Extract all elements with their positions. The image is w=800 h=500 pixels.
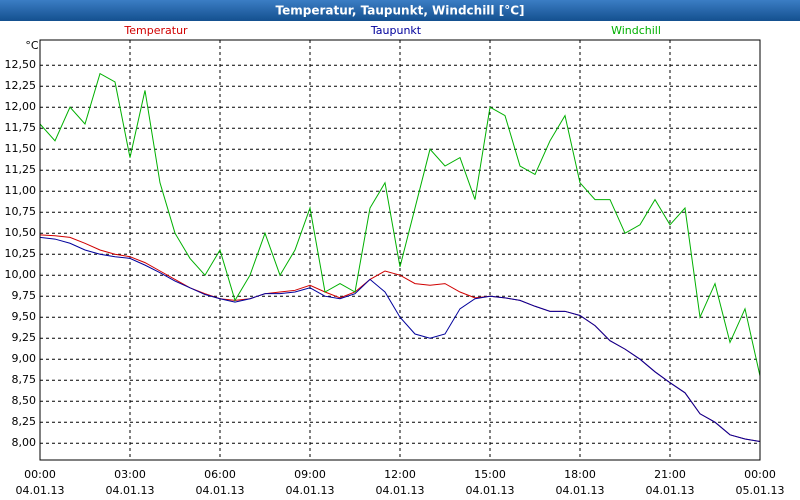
series-line [39,236,761,443]
x-tick-label: 00:00 [24,468,56,481]
legend-entry: Windchill [611,24,661,37]
y-tick-label: 12,50 [5,58,37,71]
legend-entry: Taupunkt [370,24,422,37]
y-tick-label: 9,00 [12,352,37,365]
y-tick-label: 11,25 [5,163,37,176]
series-line [39,72,761,377]
x-tick-date: 05.01.13 [736,484,785,497]
x-tick-label: 00:00 [744,468,776,481]
x-tick-label: 12:00 [384,468,416,481]
plot-border [39,39,761,461]
x-tick-label: 06:00 [204,468,236,481]
x-tick-date: 04.01.13 [646,484,695,497]
x-tick-date: 04.01.13 [106,484,155,497]
x-tick-label: 09:00 [294,468,326,481]
x-tick-date: 04.01.13 [196,484,245,497]
y-tick-label: 8,00 [12,436,37,449]
y-tick-label: 12,00 [5,100,37,113]
y-tick-label: 10,50 [5,226,37,239]
y-tick-label: 11,75 [5,121,37,134]
y-tick-label: 10,25 [5,247,37,260]
y-tick-label: 11,00 [5,184,37,197]
y-tick-label: 12,25 [5,79,37,92]
x-tick-date: 04.01.13 [16,484,65,497]
title-bar [0,0,800,21]
x-tick-label: 21:00 [654,468,686,481]
y-tick-label: 9,75 [12,289,37,302]
y-tick-label: 10,00 [5,268,37,281]
y-unit: °C [25,39,39,52]
x-tick-date: 04.01.13 [556,484,605,497]
x-tick-label: 18:00 [564,468,596,481]
x-tick-label: 15:00 [474,468,506,481]
x-tick-label: 03:00 [114,468,146,481]
y-tick-label: 10,75 [5,205,37,218]
y-tick-label: 8,25 [12,415,37,428]
legend-entry: Temperatur [123,24,188,37]
chart-title: Temperatur, Taupunkt, Windchill [°C] [276,4,525,18]
y-tick-label: 9,25 [12,331,37,344]
y-tick-label: 8,50 [12,394,37,407]
y-tick-label: 9,50 [12,310,37,323]
x-tick-date: 04.01.13 [376,484,425,497]
y-tick-label: 8,75 [12,373,37,386]
y-tick-label: 11,50 [5,142,37,155]
x-tick-date: 04.01.13 [466,484,515,497]
x-tick-date: 04.01.13 [286,484,335,497]
